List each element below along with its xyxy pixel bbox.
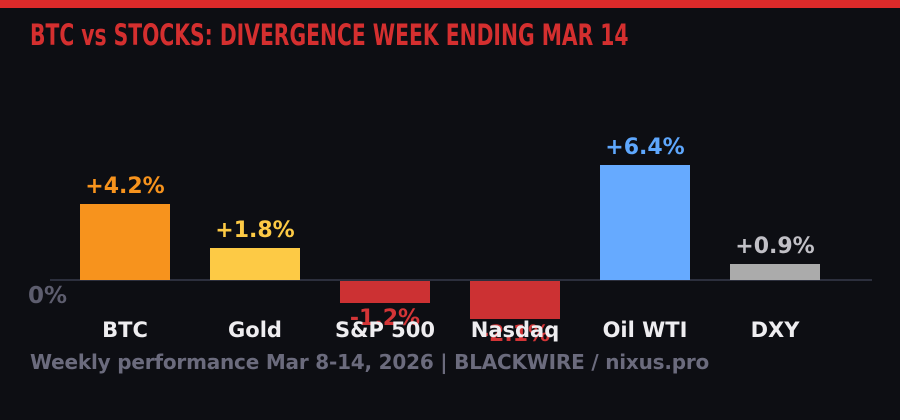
- value-label-nasdaq: -2.1%: [479, 322, 551, 347]
- bar-btc: [80, 204, 170, 280]
- value-label-btc: +4.2%: [85, 174, 165, 199]
- bar-dxy: [730, 264, 820, 280]
- category-label-btc: BTC: [102, 318, 148, 342]
- value-label-gold: +1.8%: [215, 218, 295, 243]
- category-label-oil-wti: Oil WTI: [602, 318, 688, 342]
- category-label-nasdaq: Nasdaq: [470, 318, 560, 342]
- bar-oil-wti: [600, 165, 690, 280]
- value-label-s-p-500: -1.2%: [349, 306, 421, 331]
- zero-axis-line: [50, 279, 872, 281]
- bar-nasdaq: [470, 281, 560, 319]
- bar-s-p-500: [340, 281, 430, 303]
- chart-footer-caption: Weekly performance Mar 8-14, 2026 | BLAC…: [30, 350, 710, 374]
- zero-axis-label: 0%: [28, 283, 68, 309]
- value-label-oil-wti: +6.4%: [605, 135, 685, 160]
- bar-gold: [210, 248, 300, 280]
- category-label-dxy: DXY: [750, 318, 800, 342]
- top-accent-bar: [0, 0, 900, 8]
- chart-title: BTC vs STOCKS: DIVERGENCE WEEK ENDING MA…: [30, 18, 629, 52]
- category-label-gold: Gold: [228, 318, 282, 342]
- value-label-dxy: +0.9%: [735, 234, 815, 259]
- category-label-s-p-500: S&P 500: [335, 318, 435, 342]
